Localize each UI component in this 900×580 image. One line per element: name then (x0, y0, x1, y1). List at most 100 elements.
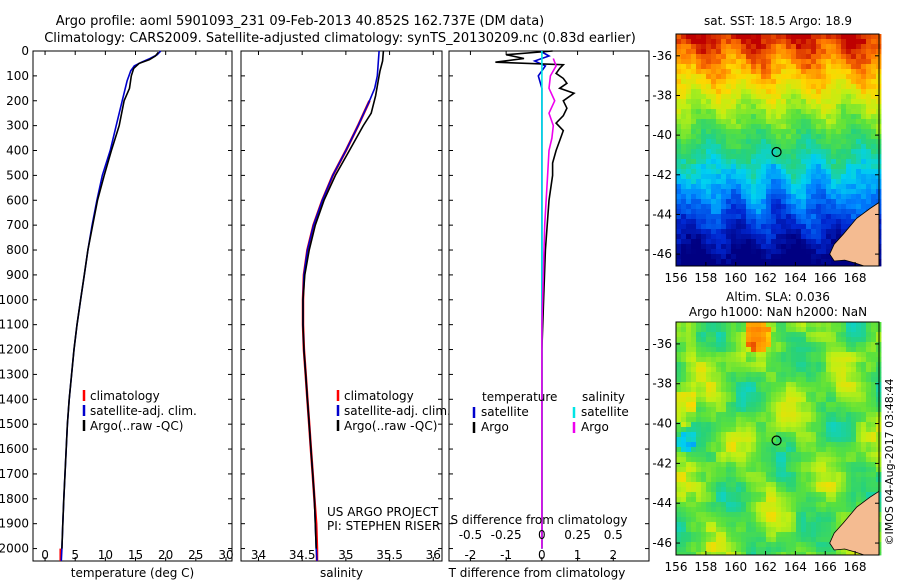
sla_map-cell (816, 507, 822, 513)
sla_map-cell (691, 337, 697, 343)
sla_map-cell (741, 547, 747, 553)
sst_map-cell (841, 219, 847, 225)
sla_map-cell (761, 322, 767, 328)
sla_map-cell (736, 452, 742, 458)
sla_map-cell (716, 382, 722, 388)
sla_map-cell (716, 502, 722, 508)
sla_map-cell (801, 477, 807, 483)
sla_map-cell (791, 467, 797, 473)
sla_map-cell (771, 342, 777, 348)
sst_map-cell (766, 104, 772, 110)
sla_map-cell (691, 457, 697, 463)
sst_map-cell (781, 69, 787, 75)
sla_map-cell (771, 362, 777, 368)
sla_map-cell (721, 442, 727, 448)
sst_map-cell (691, 159, 697, 165)
sla_map-cell (851, 442, 857, 448)
sla_map-cell (781, 492, 787, 498)
sla_map-cell (701, 547, 707, 553)
sla_map-cell (821, 382, 827, 388)
sla_map-cell (811, 382, 817, 388)
sst_map-cell (741, 184, 747, 190)
sla_map-cell (821, 457, 827, 463)
sst_map-cell (691, 154, 697, 160)
sla_map-cell (756, 382, 762, 388)
sst_map-cell (801, 99, 807, 105)
sla_map-cell (816, 552, 822, 556)
sst_map-cell (711, 199, 717, 205)
sla_map-cell (706, 542, 712, 548)
sla_map-lat-label: -44 (652, 496, 672, 510)
sla_map-cell (811, 357, 817, 363)
sla_map-cell (841, 322, 847, 328)
sla_map-cell (811, 527, 817, 533)
sst_map-cell (821, 59, 827, 65)
sla_map-cell (836, 357, 842, 363)
sla_map-cell (826, 397, 832, 403)
sst_map-cell (676, 44, 682, 50)
sst_map-cell (781, 184, 787, 190)
sla_map-cell (696, 397, 702, 403)
sst_map-cell (691, 264, 697, 267)
sla_map-cell (826, 547, 832, 553)
sla_map-cell (791, 487, 797, 493)
sst_map-cell (686, 214, 692, 220)
sla_map-cell (811, 447, 817, 453)
sla_map-cell (826, 347, 832, 353)
sst_map-cell (846, 189, 852, 195)
sla_map-cell (676, 402, 682, 408)
sst_map-cell (806, 109, 812, 115)
sla_map-cell (721, 347, 727, 353)
sst_map-cell (786, 104, 792, 110)
sla_map-cell (851, 492, 857, 498)
sst_map-cell (836, 129, 842, 135)
sst_map-cell (696, 169, 702, 175)
sst_map-cell (826, 114, 832, 120)
sla_map-cell (801, 522, 807, 528)
sla_map-cell (821, 487, 827, 493)
sst_map-cell (741, 234, 747, 240)
sla_map-cell (781, 527, 787, 533)
sst_map-cell (866, 104, 872, 110)
sla_map-cell (841, 452, 847, 458)
sla_map-cell (851, 447, 857, 453)
sst_map-cell (816, 84, 822, 90)
sla_map-cell (851, 397, 857, 403)
sst_map-cell (871, 69, 877, 75)
sla_map-cell (756, 372, 762, 378)
sst_map-cell (801, 139, 807, 145)
sst_map-cell (856, 264, 862, 267)
sla_map-cell (676, 387, 682, 393)
sst_map-cell (836, 169, 842, 175)
sla_map-cell (821, 392, 827, 398)
sla_map-cell (781, 322, 787, 328)
sst_map-cell (676, 159, 682, 165)
sla_map-cell (681, 462, 687, 468)
sla_map-cell (686, 367, 692, 373)
sla_map-cell (716, 402, 722, 408)
sst_map-cell (861, 204, 867, 210)
sla_map-cell (861, 382, 867, 388)
sst_map-cell (866, 184, 872, 190)
sst_map-cell (801, 164, 807, 170)
sst_map-cell (871, 94, 877, 100)
sla_map-cell (781, 447, 787, 453)
sla_map-cell (826, 517, 832, 523)
sst_map-cell (806, 94, 812, 100)
sst_map-cell (841, 199, 847, 205)
sla_map-cell (741, 357, 747, 363)
sst_map-cell (841, 59, 847, 65)
sst_map-cell (711, 84, 717, 90)
sst_map-cell (676, 109, 682, 115)
sst_map-cell (811, 184, 817, 190)
sla_map-cell (751, 457, 757, 463)
sla_map-cell (816, 342, 822, 348)
sst_map-cell (696, 54, 702, 60)
sst_map-cell (781, 149, 787, 155)
salinity-xtick-label: 35.5 (376, 548, 403, 562)
sla_map-cell (741, 487, 747, 493)
sla_map-cell (756, 507, 762, 513)
sla_map-cell (766, 497, 772, 503)
sst_map-cell (716, 64, 722, 70)
sst_map-cell (836, 64, 842, 70)
